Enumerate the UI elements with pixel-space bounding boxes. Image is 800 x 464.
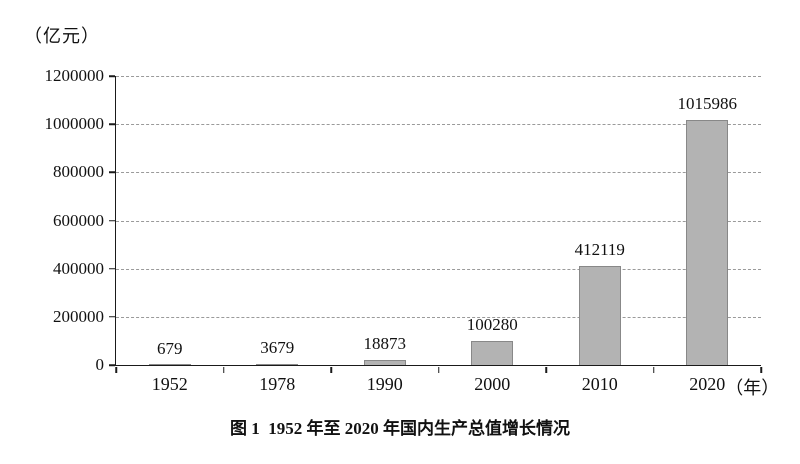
chart-caption: 图 1 1952 年至 2020 年国内生产总值增长情况 <box>230 419 570 438</box>
x-axis-tick <box>115 367 117 373</box>
x-axis-tick <box>760 367 762 373</box>
y-axis-unit-label: （亿元） <box>24 26 100 46</box>
x-axis-year: 2020 <box>689 374 726 394</box>
y-axis-tick-label: 1200000 <box>44 66 105 85</box>
x-axis-unit-suffix: （年） <box>725 378 780 398</box>
y-gridline <box>116 124 761 126</box>
y-axis-tick-label: 600000 <box>53 210 104 230</box>
x-axis-year: 1952 <box>151 374 188 394</box>
x-axis-tick <box>437 367 440 373</box>
y-axis-tick <box>109 123 115 125</box>
bar <box>686 120 729 365</box>
bar-value-label: 412119 <box>574 239 625 259</box>
y-axis-tick-label: 200000 <box>53 306 104 326</box>
bar <box>256 364 299 365</box>
y-axis-tick <box>109 219 115 222</box>
bar-value-label: 679 <box>157 338 183 358</box>
x-axis-tick-label: 1952 <box>152 374 188 395</box>
plot-area: 0 200000 400000 600000 800000 1000000 1200000 6… <box>45 66 780 398</box>
y-axis-tick <box>109 267 115 270</box>
y-gridline <box>116 220 761 222</box>
x-axis-year: 1978 <box>259 374 296 394</box>
y-gridline <box>116 76 761 77</box>
x-axis-tick-label: 1978 <box>259 374 295 395</box>
bar-value-label: 18873 <box>363 334 407 354</box>
y-gridline <box>116 172 761 174</box>
y-axis-tick <box>109 171 115 174</box>
x-axis-tick-label: 2000 <box>474 374 510 395</box>
y-axis-tick-label: 400000 <box>53 258 104 278</box>
y-gridline <box>116 316 761 318</box>
x-axis-tick-label: 1990 <box>367 374 403 395</box>
x-axis-year: 2000 <box>474 374 511 394</box>
x-axis-tick-label: 2020 （年） <box>689 374 779 398</box>
x-axis-year: 1990 <box>366 374 403 394</box>
x-axis-tick <box>330 367 332 373</box>
bar <box>471 340 514 365</box>
x-axis-year: 2010 <box>581 374 618 394</box>
bar-value-label: 3679 <box>260 338 295 358</box>
y-gridline <box>116 268 761 270</box>
y-axis-tick <box>109 316 115 318</box>
y-axis-tick-label: 800000 <box>53 162 104 182</box>
bar <box>578 265 621 365</box>
bar <box>148 364 191 365</box>
y-axis-tick-label: 0 <box>95 355 105 374</box>
bar <box>363 360 406 365</box>
bar-value-label: 100280 <box>466 314 518 334</box>
bar-value-label: 1015986 <box>677 94 738 114</box>
y-axis-tick <box>109 364 115 366</box>
x-axis-tick-label: 2010 <box>582 374 618 395</box>
x-axis-tick <box>545 367 547 373</box>
y-axis-tick <box>109 75 115 77</box>
x-axis-tick <box>652 367 655 373</box>
y-axis-tick-label: 1000000 <box>44 114 105 134</box>
x-axis-tick <box>222 367 225 373</box>
